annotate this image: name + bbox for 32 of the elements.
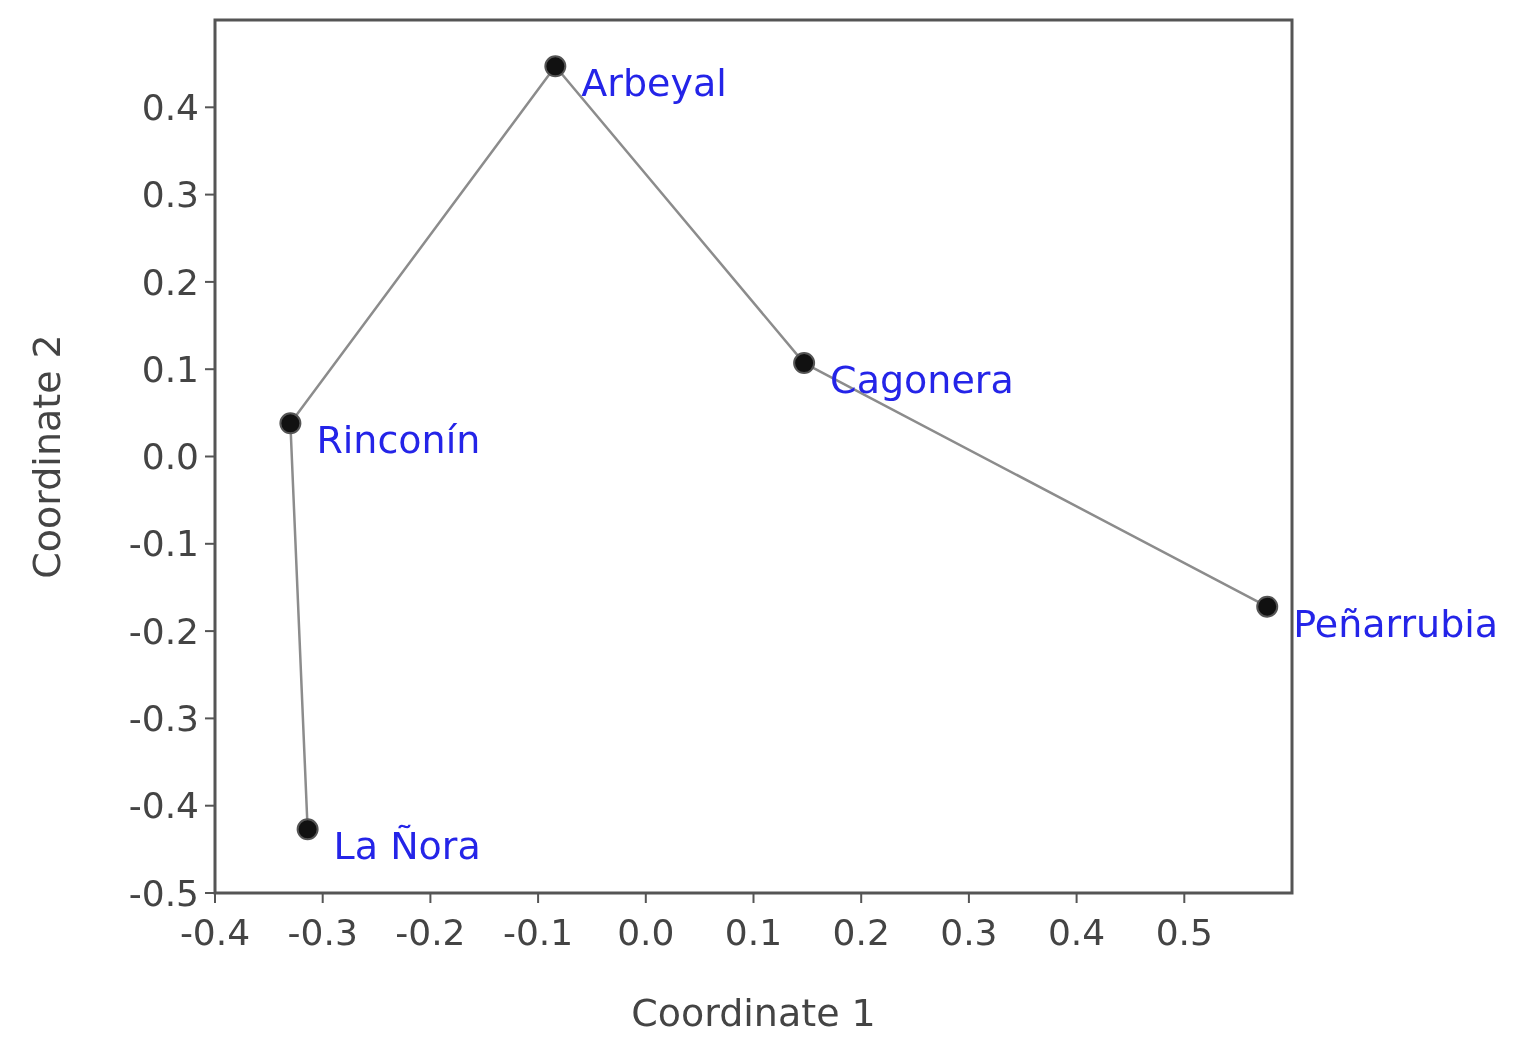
y-tick-label: 0.0: [141, 436, 199, 478]
annotation: Arbeyal: [581, 61, 727, 106]
annotation: Peñarrubia: [1293, 601, 1499, 646]
y-axis-title: Coordinate 2: [25, 334, 69, 579]
annotation: Cagonera: [830, 358, 1014, 403]
y-tick-label: -0.2: [128, 610, 199, 652]
point: [1256, 595, 1279, 618]
y-tick-label: 0.4: [141, 86, 199, 128]
y-tick-label: -0.3: [128, 698, 199, 739]
x-tick-label: -0.2: [395, 912, 466, 953]
y-tick-label: 0.2: [141, 261, 199, 303]
y-tick-label: 0.3: [141, 174, 199, 216]
x-tick-label: 0.3: [940, 912, 998, 953]
point: [279, 412, 302, 435]
x-tick-label: -0.4: [179, 912, 251, 953]
x-tick-label: 0.0: [617, 912, 675, 953]
annotation: La Ñora: [333, 824, 481, 869]
y-tick-label: -0.1: [128, 523, 199, 565]
x-tick-label: 0.2: [832, 912, 890, 953]
x-tick-label: 0.5: [1155, 912, 1213, 953]
annotation: Rinconín: [316, 418, 481, 463]
point: [296, 818, 319, 841]
y-tick-label: -0.4: [128, 785, 199, 827]
point: [793, 352, 816, 375]
y-tick-label: 0.1: [141, 348, 199, 390]
x-axis-title: Coordinate 1: [631, 991, 876, 1035]
x-tick-label: -0.1: [502, 912, 574, 953]
x-tick-label: -0.3: [287, 912, 358, 953]
point: [544, 55, 567, 78]
y-tick-label: -0.5: [128, 872, 199, 914]
x-tick-label: 0.4: [1047, 912, 1106, 953]
x-tick-label: 0.1: [724, 912, 783, 953]
